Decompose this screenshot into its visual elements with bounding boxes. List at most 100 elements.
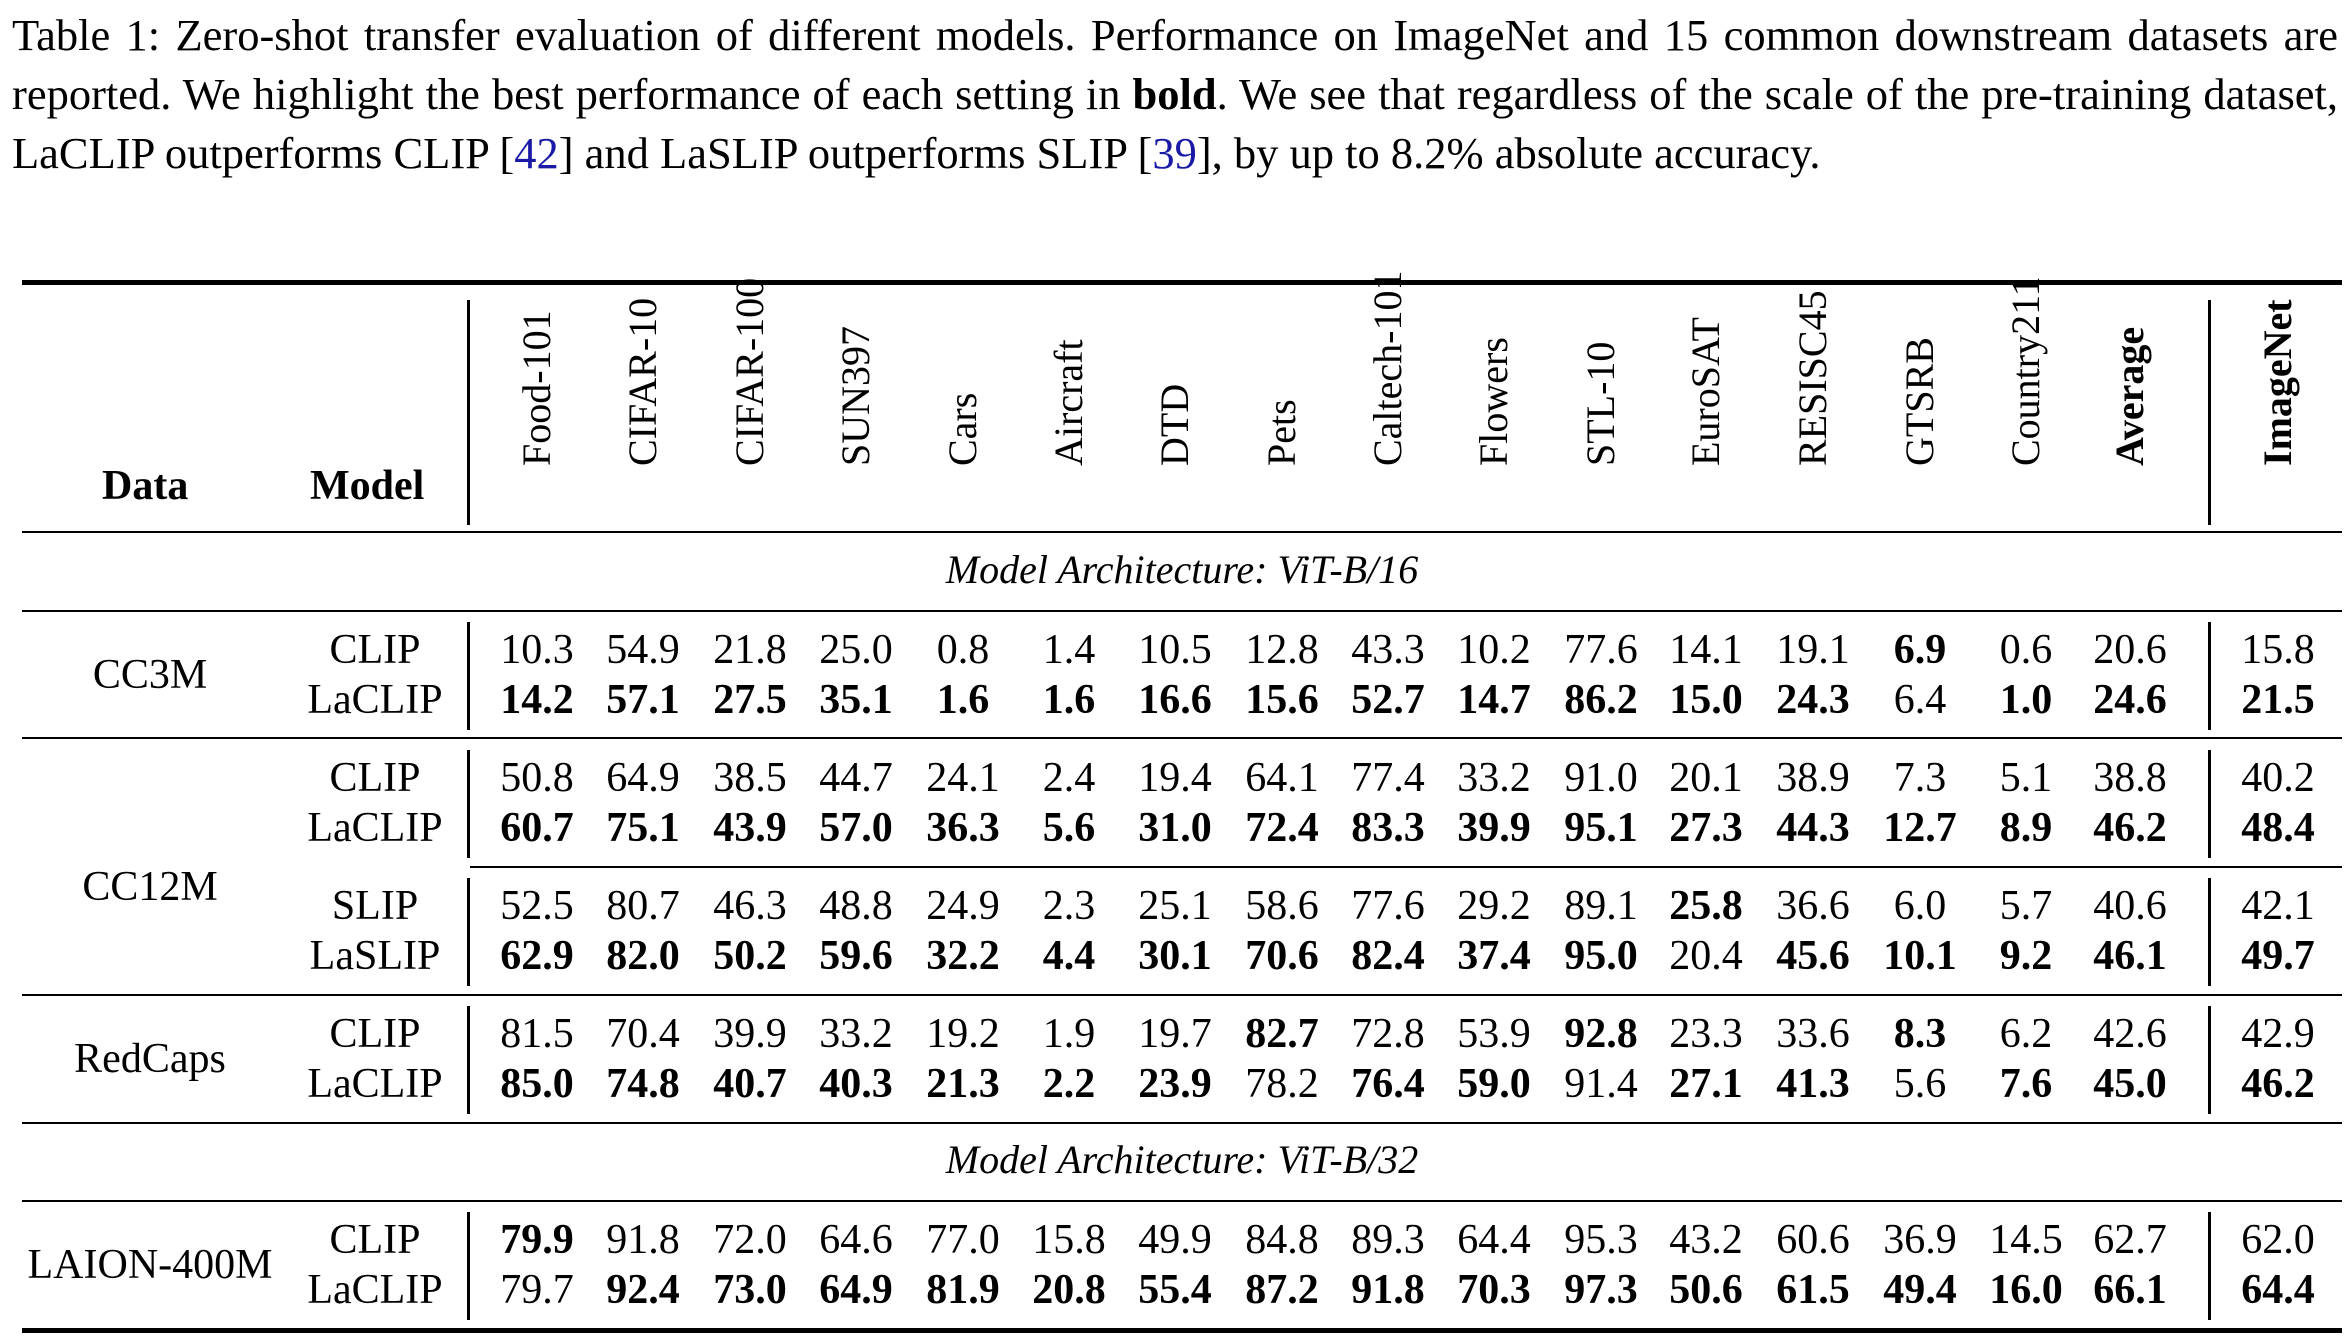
table-cell: 38.8 [2093, 755, 2167, 801]
model-label: SLIP [331, 883, 419, 929]
section-vit-b16: Model Architecture: ViT-B/16 [945, 547, 1419, 592]
table-cell: 15.8 [2241, 627, 2315, 673]
caption-text-1: Table 1: Zero-shot transfer evaluation o… [12, 10, 2338, 119]
table-cell: 43.9 [713, 805, 787, 851]
column-header: Average [2107, 300, 2152, 510]
table-cell: 40.6 [2093, 883, 2167, 929]
model-label: CLIP [329, 627, 421, 673]
table-cell: 60.6 [1776, 1217, 1850, 1263]
table-cell: 15.0 [1669, 677, 1743, 723]
table-cell: 85.0 [500, 1061, 574, 1107]
table-cell: 66.1 [2093, 1267, 2167, 1313]
column-header-label: EuroSAT [1683, 317, 1728, 466]
dataset-label: CC12M [82, 864, 218, 910]
table-cell: 25.0 [819, 627, 893, 673]
table-cell: 14.2 [500, 677, 574, 723]
model-label: LaCLIP [307, 1061, 443, 1107]
column-header: RESISC45 [1790, 290, 1835, 510]
table-cell: 21.8 [713, 627, 787, 673]
table-cell: 44.3 [1776, 805, 1850, 851]
column-header: GTSRB [1897, 300, 1942, 510]
table-cell: 25.1 [1138, 883, 1212, 929]
table-cell: 33.2 [819, 1011, 893, 1057]
table-cell: 5.1 [1999, 755, 2053, 801]
table-cell: 40.7 [713, 1061, 787, 1107]
cc12m-inner-rule [470, 866, 2342, 868]
table-cell: 81.5 [500, 1011, 574, 1057]
table-cell: 75.1 [606, 805, 680, 851]
column-header-label: Pets [1259, 399, 1304, 466]
citation-link-42[interactable]: 42 [514, 128, 559, 178]
dataset-label: CC3M [92, 652, 208, 698]
redcaps-rule [22, 1122, 2342, 1124]
table-cell: 52.5 [500, 883, 574, 929]
table-cell: 1.4 [1042, 627, 1096, 673]
table-cell: 84.8 [1245, 1217, 1319, 1263]
table-cell: 14.5 [1989, 1217, 2063, 1263]
column-header: ImageNet [2255, 299, 2300, 510]
table-cell: 92.8 [1564, 1011, 1638, 1057]
table-cell: 25.8 [1669, 883, 1743, 929]
citation-link-39[interactable]: 39 [1152, 128, 1197, 178]
table-cell: 7.3 [1893, 755, 1947, 801]
table-cell: 15.6 [1245, 677, 1319, 723]
table-cell: 39.9 [1457, 805, 1531, 851]
column-header-label: Aircraft [1046, 339, 1091, 466]
table-cell: 97.3 [1564, 1267, 1638, 1313]
table-cell: 33.6 [1776, 1011, 1850, 1057]
model-divider-laion [467, 1212, 470, 1320]
table-cell: 29.2 [1457, 883, 1531, 929]
table-cell: 19.2 [926, 1011, 1000, 1057]
column-header-label: Flowers [1471, 337, 1516, 466]
imagenet-divider-cc3m [2208, 622, 2211, 730]
table-cell: 1.6 [1042, 677, 1096, 723]
column-header: Aircraft [1046, 300, 1091, 510]
column-header: DTD [1152, 300, 1197, 510]
table-cell: 6.2 [1999, 1011, 2053, 1057]
table-cell: 64.4 [1457, 1217, 1531, 1263]
table-cell: 36.6 [1776, 883, 1850, 929]
table-cell: 2.3 [1042, 883, 1096, 929]
model-label: LaCLIP [307, 805, 443, 851]
table-cell: 41.3 [1776, 1061, 1850, 1107]
table-cell: 70.3 [1457, 1267, 1531, 1313]
top-rule [22, 280, 2342, 285]
table-cell: 4.4 [1042, 933, 1096, 979]
table-cell: 31.0 [1138, 805, 1212, 851]
table-cell: 24.1 [926, 755, 1000, 801]
table-cell: 36.3 [926, 805, 1000, 851]
table-cell: 12.8 [1245, 627, 1319, 673]
table-cell: 43.2 [1669, 1217, 1743, 1263]
table-cell: 55.4 [1138, 1267, 1212, 1313]
table-cell: 27.5 [713, 677, 787, 723]
imagenet-divider-header [2208, 300, 2211, 525]
table-cell: 33.2 [1457, 755, 1531, 801]
caption-text-4: ], by up to 8.2% absolute accuracy. [1196, 128, 1821, 178]
table-cell: 57.1 [606, 677, 680, 723]
table-cell: 21.5 [2241, 677, 2315, 723]
column-header: Pets [1259, 300, 1304, 510]
table-cell: 12.7 [1883, 805, 1957, 851]
table-cell: 59.6 [819, 933, 893, 979]
table-cell: 20.4 [1669, 933, 1743, 979]
column-header-label: Food-101 [514, 310, 559, 466]
header-rule [22, 531, 2342, 533]
column-header: Cars [940, 300, 985, 510]
column-header-label: SUN397 [833, 325, 878, 466]
dataset-label: RedCaps [74, 1036, 226, 1082]
table-cell: 24.3 [1776, 677, 1850, 723]
table-cell: 79.7 [500, 1267, 574, 1313]
table-cell: 10.3 [500, 627, 574, 673]
table-cell: 77.0 [926, 1217, 1000, 1263]
column-header-label: Country211 [2003, 276, 2048, 466]
header-data: Data [102, 463, 189, 509]
table-cell: 43.3 [1351, 627, 1425, 673]
table-cell: 91.8 [1351, 1267, 1425, 1313]
model-label: LaSLIP [309, 933, 441, 979]
table-cell: 82.0 [606, 933, 680, 979]
table-caption: Table 1: Zero-shot transfer evaluation o… [12, 6, 2338, 183]
table-cell: 45.6 [1776, 933, 1850, 979]
model-label: LaCLIP [307, 677, 443, 723]
table-cell: 5.7 [1999, 883, 2053, 929]
table-cell: 10.2 [1457, 627, 1531, 673]
